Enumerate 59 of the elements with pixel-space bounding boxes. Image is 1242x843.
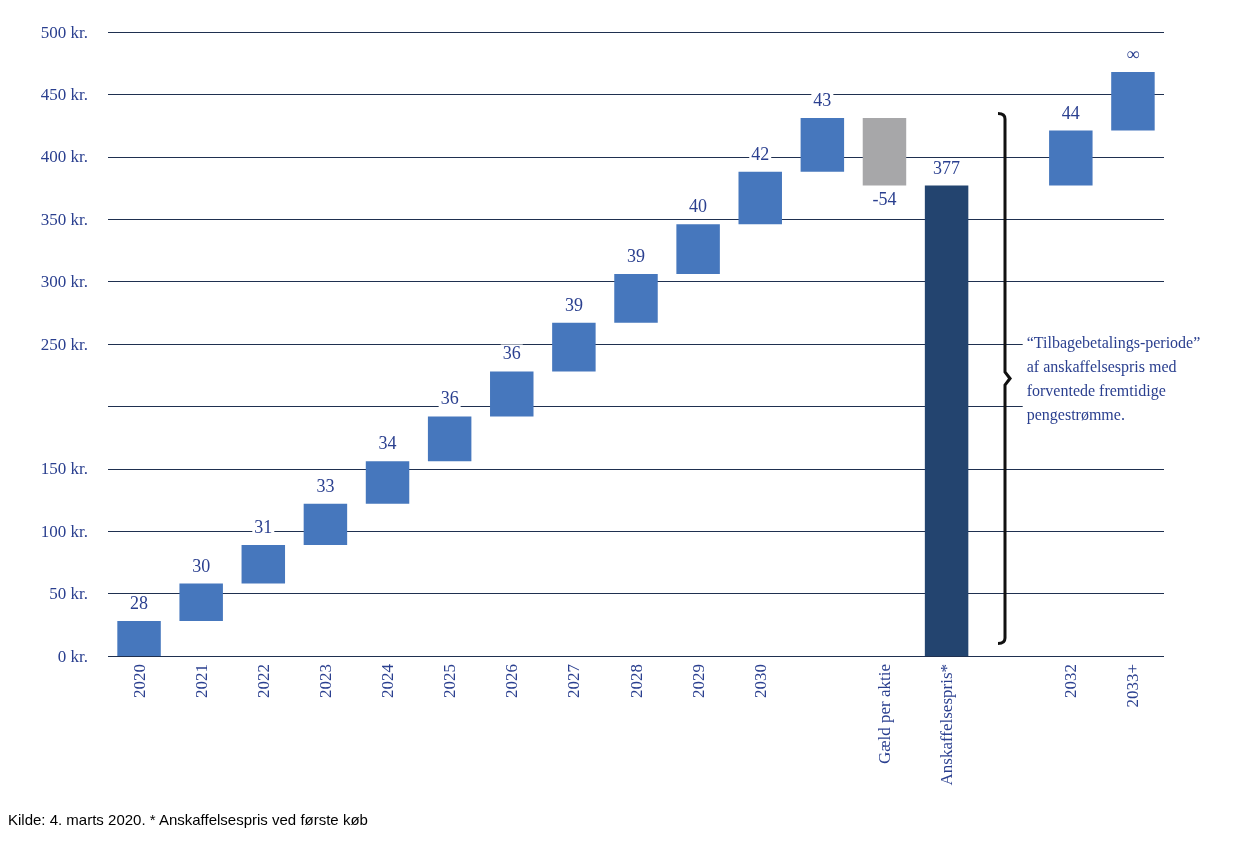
x-tick-label: 2030 [750,664,770,698]
bar [365,461,410,504]
y-tick-label: 300 kr. [40,272,88,292]
data-label: 40 [689,196,708,217]
bar [303,503,348,545]
x-tick-label: 2029 [688,664,708,698]
data-label: 34 [378,433,397,454]
bar [179,583,223,622]
data-label: 30 [192,555,211,576]
data-label: 42 [751,143,770,164]
bar [924,185,969,656]
data-label: 44 [1061,102,1080,123]
data-label: 39 [564,294,583,315]
y-tick-label: 350 kr. [40,209,88,229]
data-label: ∞ [1126,43,1140,64]
y-tick-label: 150 kr. [40,459,88,479]
bar [241,544,286,584]
x-tick-label: 2022 [253,664,273,698]
y-tick-label: 400 kr. [40,147,88,167]
data-label: 39 [627,246,645,267]
bar [800,118,845,172]
bar [117,621,161,656]
bar [738,171,782,225]
x-tick-label: 2032 [1061,664,1081,698]
x-tick-label: Anskaffelsespris* [937,664,957,786]
bar [676,224,720,275]
data-label: 28 [130,593,149,614]
data-label: 36 [440,388,459,409]
x-tick-label: 2025 [440,664,460,698]
y-tick-label: 0 kr. [57,646,88,666]
x-tick-label: 2026 [502,664,522,698]
data-label: 377 [933,157,961,178]
x-tick-label: 2027 [564,663,584,698]
y-tick-label: 250 kr. [40,334,88,354]
x-tick-label: 2028 [626,664,646,698]
bar [427,416,472,462]
x-tick-label: 2023 [315,664,335,698]
x-tick-label: 2020 [129,664,149,698]
annotation: “Tilbagebetalings-periode” af anskaffelsespris med forventede fremtidige pengestrømme. [1026,334,1205,425]
bar [614,274,658,323]
text: Kilde: 4. marts 2020. * Anskaffelsespris ved første køb [8,811,368,828]
data-label: 36 [502,343,521,364]
x-tick-label: 2024 [378,663,398,698]
bar [490,371,534,417]
x-tick-label: 2021 [191,664,211,698]
bar [862,118,907,186]
y-tick-label: 100 kr. [40,521,88,541]
data-label: 31 [254,516,273,537]
data-label: 43 [813,90,832,111]
data-label: 33 [316,475,335,496]
bar [552,322,596,372]
y-tick-label: 50 kr. [49,584,88,604]
x-tick-label: 2033+ [1123,664,1143,708]
bar [1049,130,1093,186]
bar [1111,71,1155,131]
x-tick-label: Gæld per aktie [874,664,894,765]
y-tick-label: 500 kr. [40,22,88,42]
y-tick-label: 450 kr. [40,84,88,104]
data-label: -54 [872,188,897,209]
